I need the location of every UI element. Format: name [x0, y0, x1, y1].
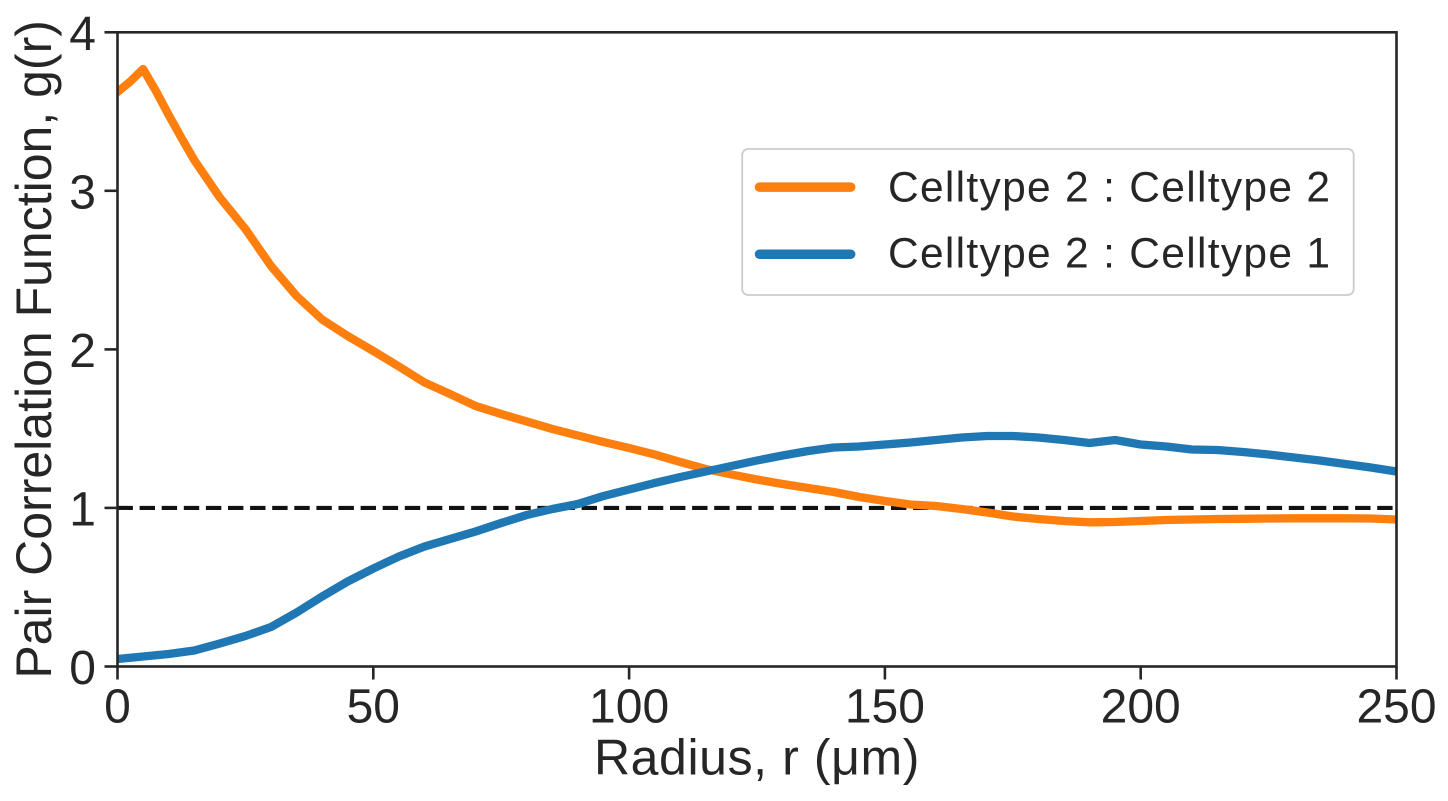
svg-text:2: 2 — [69, 325, 96, 378]
svg-text:Celltype 2 : Celltype 1: Celltype 2 : Celltype 1 — [888, 230, 1331, 277]
svg-text:Radius, r (μm): Radius, r (μm) — [594, 730, 920, 786]
svg-text:50: 50 — [347, 680, 400, 733]
svg-text:Celltype 2 : Celltype 2: Celltype 2 : Celltype 2 — [888, 164, 1331, 211]
svg-text:250: 250 — [1356, 680, 1436, 733]
svg-text:4: 4 — [69, 8, 96, 61]
svg-text:100: 100 — [589, 680, 669, 733]
svg-text:200: 200 — [1101, 680, 1181, 733]
svg-text:3: 3 — [69, 166, 96, 219]
svg-text:Pair Correlation Function, g(r: Pair Correlation Function, g(r) — [6, 20, 62, 679]
svg-text:150: 150 — [845, 680, 925, 733]
svg-text:0: 0 — [69, 642, 96, 695]
svg-text:0: 0 — [104, 680, 131, 733]
svg-text:1: 1 — [69, 483, 96, 536]
